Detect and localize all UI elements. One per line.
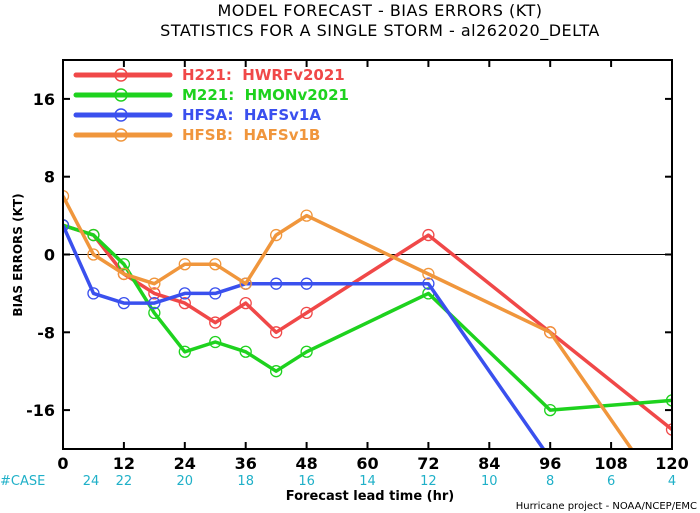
data-point <box>665 423 672 436</box>
y-tick-label: 0 <box>44 246 55 265</box>
case-count: 18 <box>237 474 254 489</box>
data-point <box>239 345 252 358</box>
series-line-1 <box>63 223 672 431</box>
data-point <box>209 316 222 329</box>
x-axis-label: Forecast lead time (hr) <box>286 489 454 504</box>
case-count: 10 <box>481 474 498 489</box>
legend-item-2: M221: HMONv2021 <box>73 86 349 104</box>
y-tick-label: -8 <box>37 323 55 342</box>
data-point <box>87 228 100 242</box>
x-tick-label: 48 <box>295 454 317 473</box>
data-point <box>300 277 313 290</box>
data-point <box>300 345 313 358</box>
y-axis-label: BIAS ERRORS (KT) <box>11 193 25 316</box>
x-tick-label: 96 <box>539 454 561 473</box>
data-point <box>209 258 222 271</box>
data-point <box>209 335 222 349</box>
x-tick-label: 24 <box>174 454 196 473</box>
data-point <box>178 287 191 300</box>
plot-area <box>63 190 672 449</box>
case-count: 22 <box>116 474 133 489</box>
data-point <box>239 277 252 290</box>
legend-marker <box>114 108 128 122</box>
x-tick-label: 72 <box>417 454 439 473</box>
y-tick-label: -16 <box>26 401 55 420</box>
data-point <box>300 209 313 222</box>
case-count: 16 <box>298 474 315 489</box>
data-point <box>117 267 131 281</box>
x-tick-label: 12 <box>113 454 135 473</box>
x-tick-label: 0 <box>57 454 68 473</box>
legend-item-1: H221: HWRFv2021 <box>73 66 345 84</box>
case-count: 8 <box>546 474 554 489</box>
data-point <box>63 219 70 232</box>
case-count: 4 <box>668 474 676 489</box>
legend-marker <box>114 128 128 142</box>
data-point <box>300 306 313 320</box>
data-point <box>178 258 191 271</box>
data-point <box>87 287 100 300</box>
data-point <box>269 228 283 242</box>
chart-titles: MODEL FORECAST - BIAS ERRORS (KT) STATIS… <box>160 1 600 41</box>
data-point <box>422 277 435 290</box>
x-tick-label: 108 <box>594 454 627 473</box>
legend-item-4: HFSB: HAFSv1B <box>73 126 320 144</box>
data-point <box>148 287 161 300</box>
series-group <box>63 190 672 449</box>
data-point <box>544 403 557 417</box>
data-point <box>87 248 100 261</box>
data-point <box>117 258 131 271</box>
legend-marker <box>114 88 128 102</box>
x-tick-label: 84 <box>478 454 500 473</box>
case-count: 12 <box>420 474 437 489</box>
data-point <box>422 267 435 281</box>
case-count: 14 <box>359 474 376 489</box>
legend-marker <box>114 68 128 82</box>
x-tick-label: 36 <box>235 454 257 473</box>
y-tick-label: 8 <box>44 168 55 187</box>
credit-text: Hurricane project - NOAA/NCEP/EMC <box>516 501 697 512</box>
data-point <box>178 345 191 358</box>
data-point <box>665 394 672 407</box>
chart-subtitle: STATISTICS FOR A SINGLE STORM - al262020… <box>160 21 600 41</box>
legend-label: HFSA: HAFSv1A <box>182 106 321 124</box>
legend: H221: HWRFv2021 M221: HMONv2021 HFSA: HAFS… <box>73 66 349 144</box>
data-point <box>269 326 283 339</box>
data-point <box>148 296 161 310</box>
data-point <box>269 365 283 378</box>
data-point <box>148 277 161 290</box>
legend-label: H221: HWRFv2021 <box>182 66 345 84</box>
x-tick-label: 120 <box>655 454 688 473</box>
data-point <box>117 296 131 310</box>
legend-item-3: HFSA: HAFSv1A <box>73 106 321 124</box>
case-count: 6 <box>607 474 615 489</box>
data-point <box>422 228 435 242</box>
data-point <box>209 287 222 300</box>
case-label: #CASE <box>0 474 45 489</box>
series-line-3 <box>63 224 546 449</box>
case-count: 20 <box>177 474 194 489</box>
data-point <box>148 306 161 320</box>
data-point <box>269 277 283 290</box>
legend-label: HFSB: HAFSv1B <box>182 126 320 144</box>
x-tick-label: 60 <box>356 454 378 473</box>
case-count: 24 <box>83 474 100 489</box>
data-point <box>178 296 191 310</box>
data-point <box>544 326 557 339</box>
data-point <box>239 296 252 310</box>
chart-title: MODEL FORECAST - BIAS ERRORS (KT) <box>217 1 542 20</box>
legend-label: M221: HMONv2021 <box>182 86 349 104</box>
data-point <box>63 190 70 203</box>
y-tick-label: 16 <box>33 90 55 109</box>
